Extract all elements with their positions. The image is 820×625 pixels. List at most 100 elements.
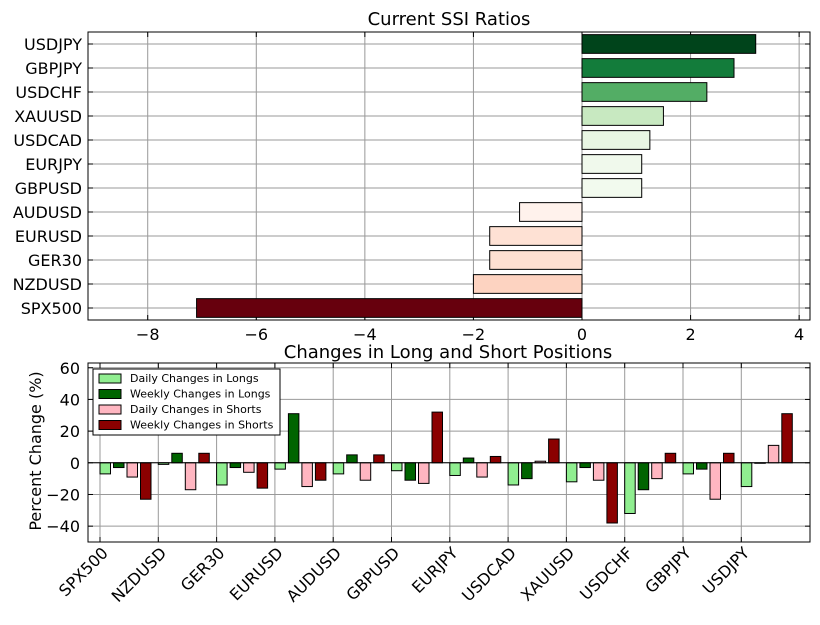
changes-bar-gbpjpy-s0 [682,462,694,475]
changes-y-tick-label: −20 [46,485,80,504]
changes-y-tick-label: 60 [60,359,80,378]
legend-swatch [98,420,122,430]
changes-bar-audusd-s0 [332,462,345,475]
changes-bar-usdcad-s1 [521,462,533,480]
ssi-bar-xauusd [581,106,664,126]
changes-bar-eurusd-s0 [274,462,286,470]
ssi-y-tick-label: USDCAD [13,131,82,150]
changes-x-tick-label: USDCHF [576,543,637,604]
ssi-ratios-chart: Current SSI Ratios USDJPY GBPJPY USDCHF XAU… [13,9,811,344]
changes-bar-nzdusd-s3 [198,452,210,464]
changes-x-tick-label: USDJPY [699,543,754,598]
changes-bar-audusd-s2 [359,462,372,481]
changes-bar-spx500-s1 [113,462,125,469]
ssi-y-tick-label: SPX500 [21,299,82,318]
ssi-y-tick-label: EURJPY [25,155,82,174]
ssi-bar-usdjpy [581,34,757,54]
ssi-y-tick-labels: USDJPY GBPJPY USDCHF XAUUSD USDCAD EURJPY GBPU… [13,35,83,318]
ssi-bar-gbpusd [581,178,643,198]
ssi-bar-usdcad [581,130,651,150]
changes-bar-nzdusd-s2 [184,462,197,491]
ssi-x-tick-label: −4 [353,325,377,344]
ssi-y-tick-label: EURUSD [15,227,82,246]
changes-x-tick-label: GBPUSD [342,543,403,604]
ssi-bar-eurusd [489,226,583,246]
changes-bar-spx500-s2 [126,462,138,478]
changes-bar-gbpjpy-s2 [709,462,721,500]
changes-bar-usdchf-s3 [664,452,677,464]
changes-x-tick-label: USDCAD [458,543,520,605]
changes-bar-xauusd-s3 [606,462,618,524]
changes-bar-audusd-s1 [346,454,358,464]
ssi-y-tick-label: XAUUSD [14,107,82,126]
changes-x-tick-label: EURUSD [226,543,287,604]
ssi-bar-audusd [519,202,583,222]
changes-bar-usdchf-s2 [651,462,663,480]
changes-bar-eurjpy-s2 [476,462,488,478]
ssi-x-tick-label: 4 [794,325,804,344]
legend-label: Daily Changes in Longs [130,372,259,385]
ssi-bar-ger30 [489,250,583,270]
ssi-bar-nzdusd [472,274,583,294]
changes-chart-title: Changes in Long and Short Positions [284,342,613,363]
changes-bar-eurusd-s1 [287,413,300,464]
legend-swatch [98,373,122,384]
changes-bar-xauusd-s2 [592,462,605,481]
ssi-y-tick-label: GER30 [28,251,82,270]
changes-x-tick-label: GER30 [177,543,229,595]
ssi-bars [88,34,810,318]
ssi-bar-gbpjpy [581,58,735,78]
legend-box [92,368,281,436]
changes-bar-spx500-s0 [99,462,111,475]
changes-x-tick-label: GBPJPY [641,543,695,597]
legend-swatch [98,389,122,399]
legend-swatch [98,404,122,415]
changes-bar-usdchf-s1 [637,462,650,491]
ssi-chart-title: Current SSI Ratios [368,9,531,30]
changes-y-tick-labels: −40 −20 0 20 40 60 [46,359,80,536]
changes-bar-eurjpy-s0 [449,462,461,476]
changes-x-tick-label: EURJPY [408,543,462,597]
changes-bar-usdcad-s3 [548,438,560,464]
changes-bar-gbpusd-s1 [404,462,416,481]
ssi-x-tick-label: −2 [462,325,486,344]
changes-bar-ger30-s2 [243,462,255,473]
changes-bar-xauusd-s1 [579,462,591,469]
changes-bar-ger30-s0 [216,462,228,486]
changes-bar-xauusd-s0 [565,462,578,483]
changes-bar-nzdusd-s1 [171,452,183,464]
legend-label: Daily Changes in Shorts [130,403,262,416]
changes-bar-usdjpy-s2 [767,444,780,464]
changes-y-axis-label: Percent Change (%) [26,371,45,530]
changes-bar-eurusd-s3 [314,462,327,481]
changes-bar-usdcad-s0 [507,462,520,486]
legend-label: Weekly Changes in Shorts [130,419,274,432]
legend-label: Weekly Changes in Longs [130,388,271,401]
changes-x-tick-label: XAUUSD [517,543,578,604]
ssi-x-tick-label: 0 [577,325,587,344]
changes-bar-usdjpy-s3 [781,413,793,464]
changes-bar-ger30-s1 [229,462,242,469]
changes-bar-gbpusd-s0 [391,462,403,472]
ssi-x-tick-labels: −8 −6 −4 −2 0 2 4 [136,325,804,344]
ssi-y-tick-label: USDJPY [24,35,82,54]
changes-bar-eurusd-s2 [301,462,313,488]
ssi-y-tick-label: GBPJPY [25,59,82,78]
changes-y-tick-label: −40 [46,517,80,536]
changes-bars [88,411,810,524]
ssi-bar-eurjpy [581,154,643,174]
ssi-y-tick-label: GBPUSD [15,179,82,198]
changes-bar-gbpjpy-s3 [723,452,735,464]
changes-y-tick-label: 20 [60,422,80,441]
position-changes-chart: Changes in Long and Short Positions −40 −… [26,342,811,606]
changes-bar-gbpusd-s3 [431,411,443,464]
ssi-y-tick-label: AUDUSD [13,203,82,222]
ssi-y-tick-label: NZDUSD [13,275,82,294]
changes-legend: Daily Changes in Longs Weekly Changes in … [92,368,281,436]
changes-bar-ger30-s3 [256,462,269,489]
ssi-y-tick-label: USDCHF [15,83,82,102]
changes-x-tick-label: NZDUSD [108,543,171,606]
changes-bar-usdchf-s0 [624,462,636,514]
